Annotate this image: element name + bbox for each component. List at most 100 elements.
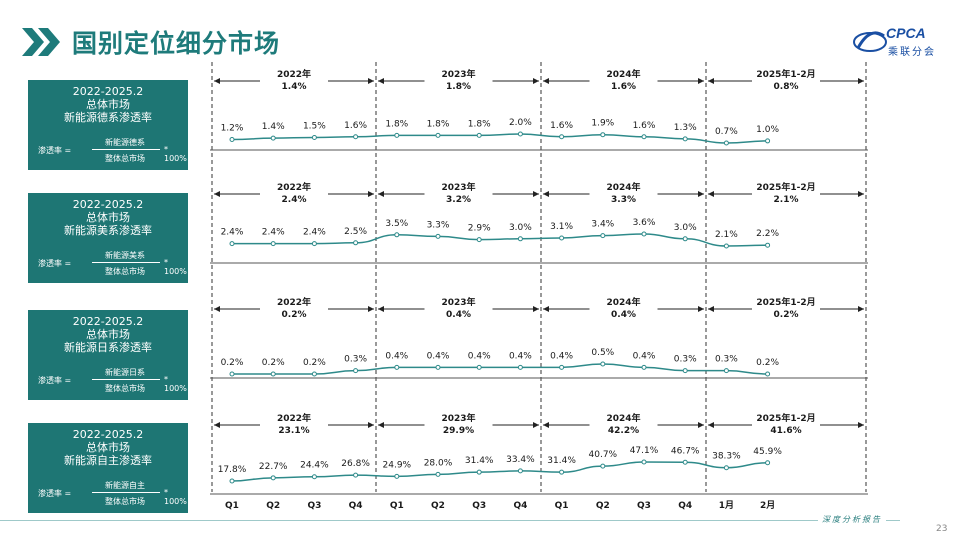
- data-label: 0.7%: [715, 127, 738, 137]
- period-value: 1.4%: [282, 82, 307, 92]
- data-label: 3.6%: [633, 218, 656, 228]
- formula-lhs: 渗透率 =: [38, 376, 72, 385]
- x-tick-label: Q3: [637, 501, 651, 511]
- data-point: [559, 134, 565, 140]
- box-line: 2022-2025.2: [72, 198, 144, 211]
- arrow-head: [698, 78, 704, 84]
- data-label: 22.7%: [259, 462, 288, 472]
- data-label: 2.4%: [303, 228, 326, 238]
- period-value: 0.4%: [446, 310, 471, 320]
- data-point: [600, 233, 606, 239]
- data-label: 0.3%: [674, 355, 697, 365]
- arrow-head: [368, 422, 374, 428]
- data-point: [270, 371, 276, 377]
- period-value: 41.6%: [770, 426, 801, 436]
- data-label: 24.4%: [300, 461, 329, 471]
- panel-info-box-2: 2022-2025.2 总体市场 新能源美系渗透率 渗透率 = 新能源美系 整体…: [28, 193, 188, 283]
- series-line: [232, 233, 768, 247]
- logo-text: CPCA: [886, 25, 926, 41]
- formula-numerator: 新能源德系: [105, 138, 145, 147]
- data-label: 1.9%: [591, 119, 614, 129]
- formula-multiplier: * 100%: [164, 145, 187, 163]
- period-value: 0.2%: [774, 310, 799, 320]
- box-line: 总体市场: [86, 328, 130, 341]
- data-label: 0.4%: [385, 351, 408, 361]
- data-label: 1.8%: [385, 119, 408, 129]
- period-value: 42.2%: [608, 426, 639, 436]
- data-label: 3.3%: [427, 220, 450, 230]
- data-point: [229, 241, 235, 247]
- data-label: 0.4%: [427, 351, 450, 361]
- series-line: [231, 133, 768, 144]
- period-label: 2024年: [606, 181, 640, 193]
- data-label: 2.4%: [262, 228, 285, 238]
- data-point: [641, 231, 647, 237]
- period-label: 2025年1-2月: [756, 412, 815, 424]
- data-label: 0.5%: [591, 348, 614, 358]
- x-tick-label: Q3: [472, 501, 486, 511]
- data-label: 0.3%: [715, 355, 738, 365]
- data-point: [723, 465, 729, 471]
- panel-info-box-3: 2022-2025.2 总体市场 新能源日系渗透率 渗透率 = 新能源日系 整体…: [28, 310, 188, 400]
- data-label: 3.1%: [550, 222, 573, 232]
- data-point: [765, 138, 771, 144]
- data-label: 1.8%: [468, 119, 491, 129]
- period-label: 2022年: [277, 296, 311, 308]
- box-line: 新能源自主渗透率: [64, 454, 152, 467]
- data-point: [353, 134, 359, 140]
- arrow-head: [378, 422, 384, 428]
- data-point: [723, 140, 729, 146]
- arrow-head: [378, 191, 384, 197]
- box-line: 总体市场: [86, 441, 130, 454]
- x-tick-label: Q4: [349, 501, 363, 511]
- data-label: 1.8%: [427, 119, 450, 129]
- data-label: 0.3%: [344, 355, 367, 365]
- formula-lhs: 渗透率 =: [38, 489, 72, 498]
- arrow-head: [368, 78, 374, 84]
- arrow-head: [378, 78, 384, 84]
- box-line: 2022-2025.2: [72, 428, 144, 441]
- arrow-head: [533, 422, 539, 428]
- data-point: [229, 137, 235, 143]
- formula-lhs: 渗透率 =: [38, 146, 72, 155]
- data-point: [270, 241, 276, 247]
- data-point: [270, 475, 276, 481]
- box-line: 新能源美系渗透率: [64, 224, 152, 237]
- x-tick-label: Q2: [596, 501, 610, 511]
- data-label: 2.2%: [756, 229, 779, 239]
- period-label: 2024年: [606, 412, 640, 424]
- arrow-head: [214, 306, 220, 312]
- page-number: 23: [936, 524, 948, 534]
- period-value: 3.2%: [446, 195, 471, 205]
- data-point: [517, 468, 523, 474]
- formula-bar: [92, 379, 160, 380]
- data-point: [641, 134, 647, 140]
- period-label: 2025年1-2月: [756, 68, 815, 80]
- formula-numerator: 新能源日系: [105, 368, 145, 377]
- period-label: 2025年1-2月: [756, 296, 815, 308]
- arrow-head: [708, 422, 714, 428]
- data-point: [476, 364, 482, 370]
- data-point: [476, 469, 482, 475]
- data-point: [600, 361, 606, 367]
- data-label: 0.4%: [468, 351, 491, 361]
- arrow-head: [708, 306, 714, 312]
- period-value: 0.8%: [774, 82, 799, 92]
- arrow-head: [533, 306, 539, 312]
- box-line: 新能源日系渗透率: [64, 341, 152, 354]
- box-line: 2022-2025.2: [72, 85, 144, 98]
- data-point: [435, 233, 441, 239]
- arrow-head: [698, 422, 704, 428]
- period-label: 2024年: [606, 68, 640, 80]
- formula-denominator: 整体总市场: [105, 154, 145, 163]
- formula-multiplier: * 100%: [164, 488, 187, 506]
- data-point: [641, 364, 647, 370]
- data-point: [559, 469, 565, 475]
- period-label: 2025年1-2月: [756, 181, 815, 193]
- data-point: [765, 371, 771, 377]
- data-point: [353, 240, 359, 246]
- arrow-head: [543, 78, 549, 84]
- x-tick-label: Q3: [307, 501, 321, 511]
- data-point: [600, 463, 606, 469]
- data-label: 0.2%: [303, 358, 326, 368]
